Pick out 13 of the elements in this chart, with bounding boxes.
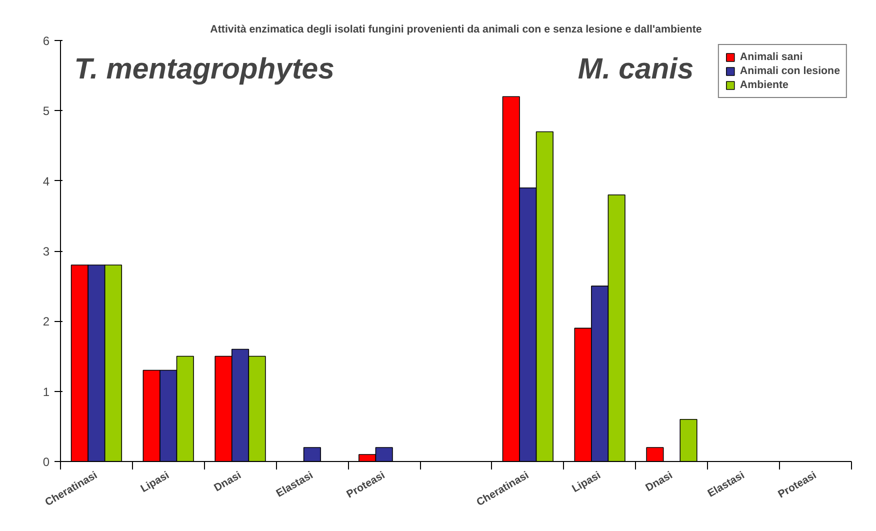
chart-title: Attività enzimatica degli isolati fungini provenienti da animali con e senza lesione e dall'ambiente	[210, 24, 702, 36]
y-tick-label: 5	[42, 104, 50, 118]
legend-label: Animali sani	[740, 51, 803, 63]
y-tick-label: 4	[42, 174, 50, 188]
y-tick-label: 2	[42, 314, 50, 329]
y-tick-label: 1	[42, 384, 50, 399]
legend-label: Animali con lesione	[740, 65, 840, 77]
y-tick-label: 0	[42, 455, 50, 469]
y-tick-label: 3	[42, 244, 50, 258]
annotation: M. canis	[578, 52, 694, 86]
y-tick-label: 6	[42, 34, 50, 48]
annotation: T. mentagrophytes	[74, 52, 334, 86]
legend-label: Ambiente	[740, 79, 788, 91]
